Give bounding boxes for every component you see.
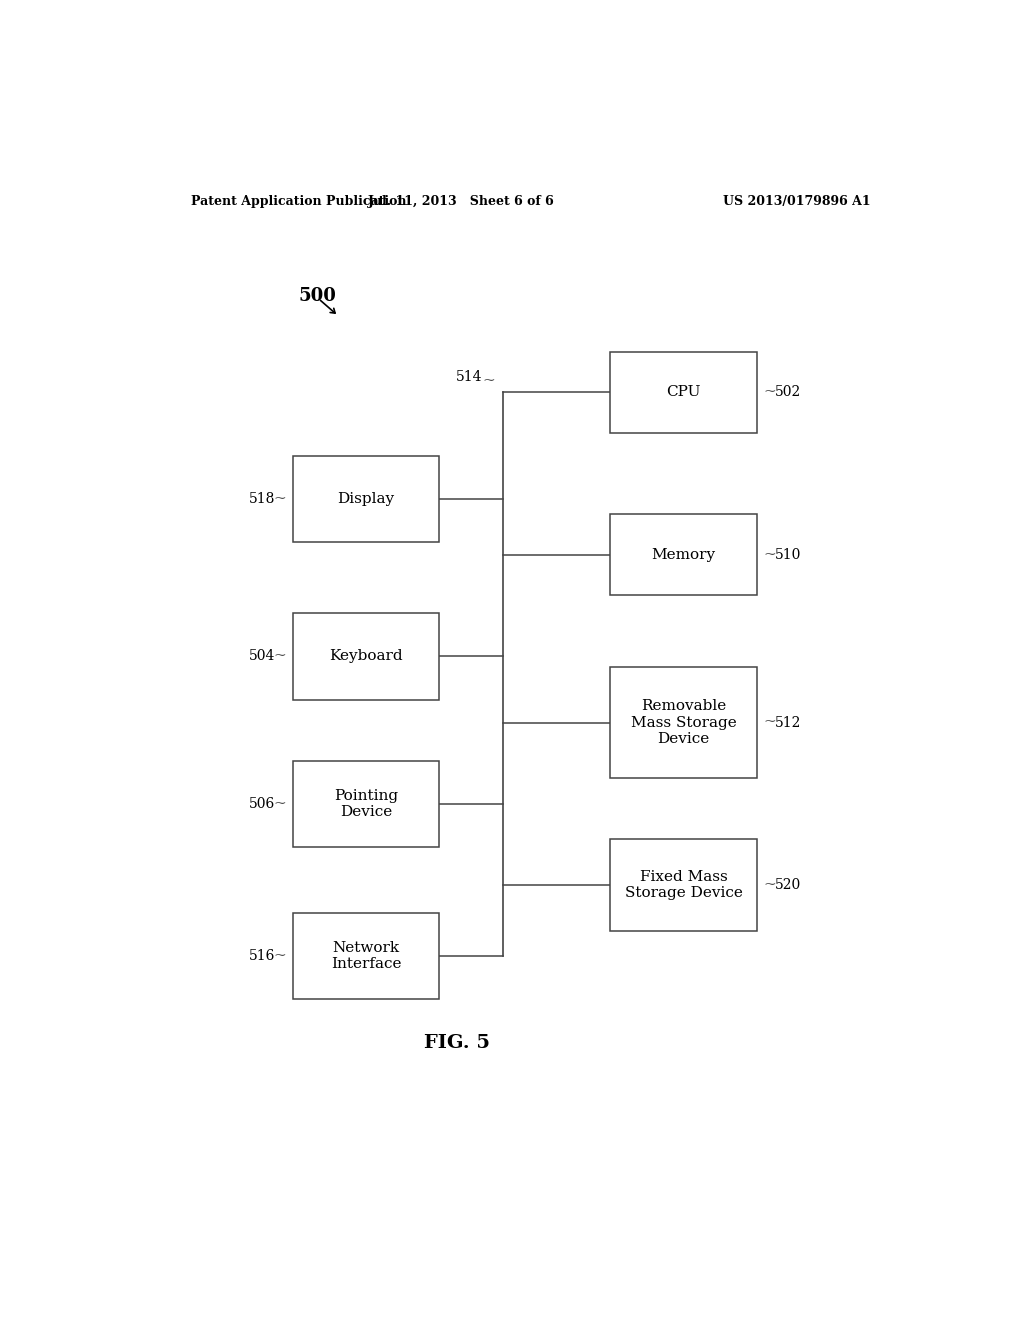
Bar [610,840,757,931]
Text: ~: ~ [273,797,287,810]
Text: 520: 520 [774,878,801,892]
Bar [610,667,757,779]
Text: Removable
Mass Storage
Device: Removable Mass Storage Device [631,700,736,746]
Text: ~: ~ [763,548,776,562]
Bar [293,760,439,847]
Text: 500: 500 [299,286,337,305]
Text: Display: Display [338,492,394,506]
Text: Jul. 11, 2013   Sheet 6 of 6: Jul. 11, 2013 Sheet 6 of 6 [368,194,555,207]
Text: Keyboard: Keyboard [330,649,402,664]
Text: ~: ~ [482,374,495,388]
Text: 510: 510 [774,548,801,562]
Text: 516: 516 [249,949,275,964]
Bar [610,351,757,433]
Text: ~: ~ [763,385,776,399]
Bar [293,614,439,700]
Text: 512: 512 [774,715,801,730]
Text: 514: 514 [457,370,482,384]
Text: 502: 502 [774,385,801,399]
Text: 518: 518 [249,492,275,506]
Text: Pointing
Device: Pointing Device [334,789,398,818]
Text: FIG. 5: FIG. 5 [424,1034,490,1052]
Text: Patent Application Publication: Patent Application Publication [191,194,407,207]
Text: Memory: Memory [651,548,716,562]
Text: ~: ~ [763,878,776,892]
Text: ~: ~ [273,949,287,964]
Text: Network
Interface: Network Interface [331,941,401,972]
Text: CPU: CPU [667,385,700,399]
Text: Fixed Mass
Storage Device: Fixed Mass Storage Device [625,870,742,900]
Text: 506: 506 [249,797,275,810]
Text: 504: 504 [249,649,275,664]
Bar [610,515,757,595]
Text: US 2013/0179896 A1: US 2013/0179896 A1 [723,194,870,207]
Bar [293,455,439,543]
Text: ~: ~ [273,649,287,664]
Text: ~: ~ [763,715,776,730]
Text: ~: ~ [273,492,287,506]
Bar [293,913,439,999]
